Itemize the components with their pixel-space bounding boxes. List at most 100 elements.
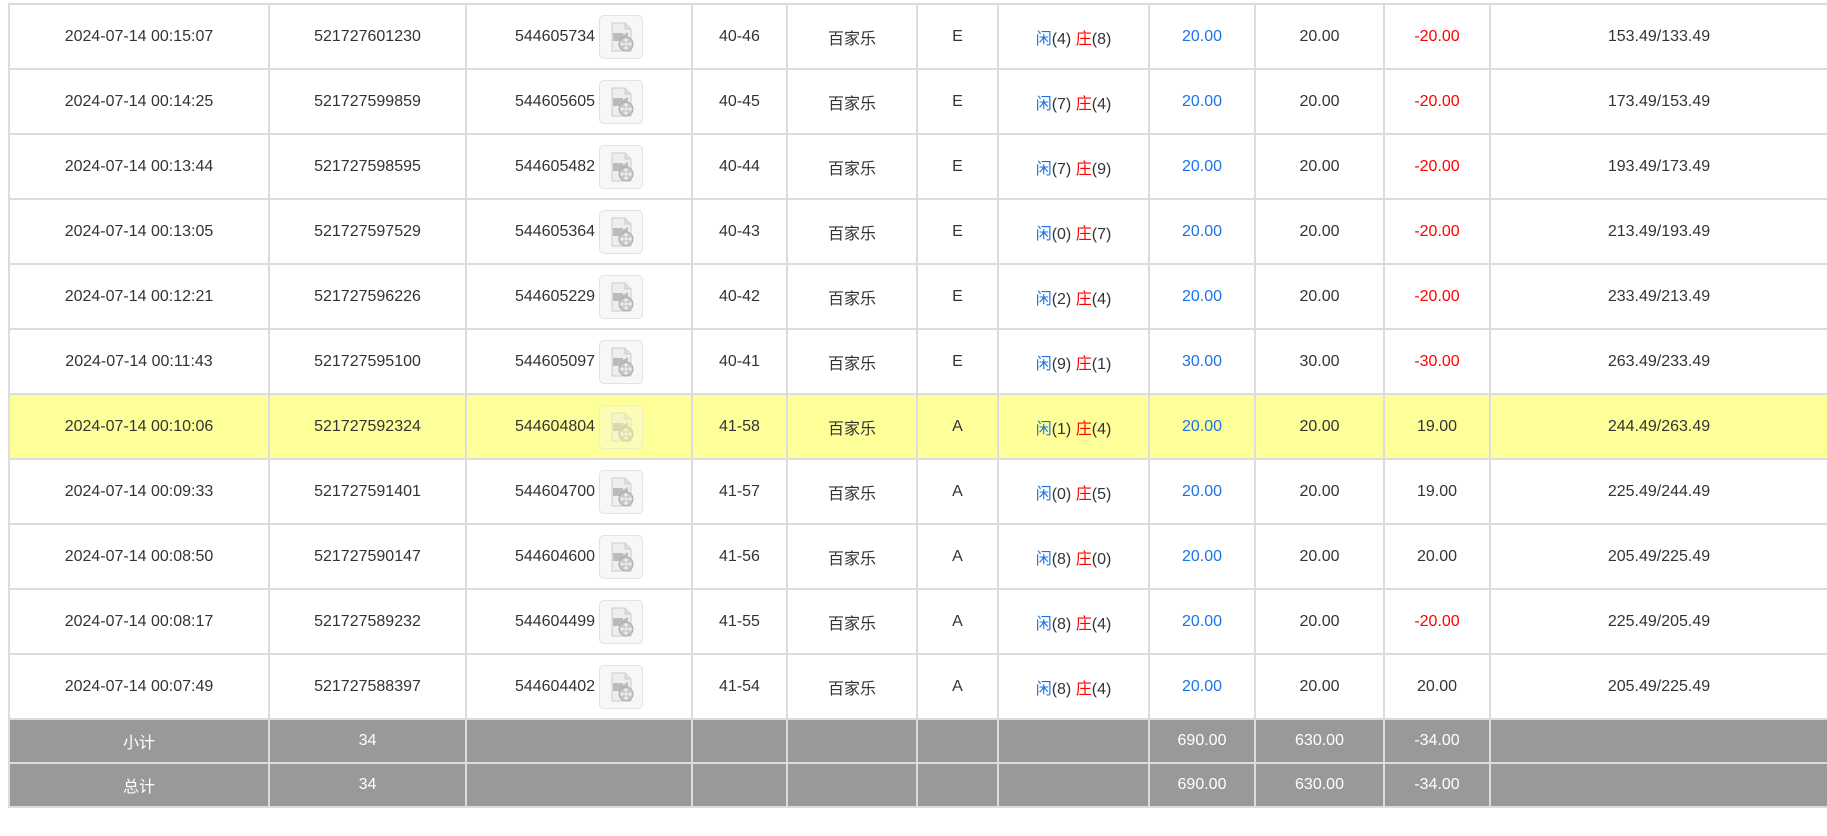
bet-option: A <box>916 458 999 525</box>
video-file-icon[interactable] <box>599 274 644 319</box>
round-cell: 544605097 <box>465 328 693 395</box>
banker-label: 庄 <box>1075 615 1092 633</box>
bet-amount: 20.00 <box>1148 458 1256 525</box>
order-number: 521727597529 <box>268 198 467 265</box>
table-number: 41-55 <box>691 588 788 655</box>
bet-option: A <box>916 653 999 720</box>
table-row: 2024-07-14 00:14:25 521727599859 544605605… <box>8 68 1827 135</box>
bet-option: A <box>916 588 999 655</box>
round-cell: 544604600 <box>465 523 693 590</box>
table-number: 41-57 <box>691 458 788 525</box>
round-cell: 544605364 <box>465 198 693 265</box>
player-label: 闲 <box>1035 290 1052 308</box>
player-label: 闲 <box>1035 680 1052 698</box>
footer-valid: 630.00 <box>1254 762 1385 808</box>
subtotal-row: 小计 34 690.00 630.00 -34.00 <box>8 718 1827 764</box>
bet-time: 2024-07-14 00:13:05 <box>8 198 270 265</box>
bet-time: 2024-07-14 00:11:43 <box>8 328 270 395</box>
banker-points: (0) <box>1091 550 1112 568</box>
order-number: 521727589232 <box>268 588 467 655</box>
result-cell: 闲(8) 庄(4) <box>997 653 1150 720</box>
video-file-icon[interactable] <box>599 144 644 189</box>
footer-valid: 630.00 <box>1254 718 1385 764</box>
game-type: 百家乐 <box>786 68 918 135</box>
order-number: 521727590147 <box>268 523 467 590</box>
video-file-icon[interactable] <box>599 79 644 124</box>
balance: 153.49/133.49 <box>1489 3 1827 70</box>
order-number: 521727598595 <box>268 133 467 200</box>
round-number: 544604700 <box>514 482 596 500</box>
video-file-icon[interactable] <box>599 14 644 59</box>
result-cell: 闲(0) 庄(5) <box>997 458 1150 525</box>
bet-option: E <box>916 198 999 265</box>
player-points: (8) <box>1051 680 1072 698</box>
valid-amount: 20.00 <box>1254 133 1385 200</box>
game-type: 百家乐 <box>786 263 918 330</box>
bet-time: 2024-07-14 00:10:06 <box>8 393 270 460</box>
round-number: 544604804 <box>514 417 596 435</box>
video-file-icon[interactable] <box>599 599 644 644</box>
game-type: 百家乐 <box>786 653 918 720</box>
banker-label: 庄 <box>1075 290 1092 308</box>
balance: 225.49/205.49 <box>1489 588 1827 655</box>
result-cell: 闲(7) 庄(9) <box>997 133 1150 200</box>
valid-amount: 20.00 <box>1254 523 1385 590</box>
footer-count: 34 <box>268 762 467 808</box>
banker-label: 庄 <box>1075 160 1092 178</box>
bet-time: 2024-07-14 00:13:44 <box>8 133 270 200</box>
valid-amount: 20.00 <box>1254 263 1385 330</box>
round-number: 544605482 <box>514 157 596 175</box>
order-number: 521727596226 <box>268 263 467 330</box>
banker-label: 庄 <box>1075 95 1092 113</box>
table-row: 2024-07-14 00:07:49 521727588397 544604402… <box>8 653 1827 720</box>
game-type: 百家乐 <box>786 328 918 395</box>
valid-amount: 20.00 <box>1254 68 1385 135</box>
round-number: 544605364 <box>514 222 596 240</box>
table-row: 2024-07-14 00:08:17 521727589232 544604499… <box>8 588 1827 655</box>
round-number: 544604402 <box>514 677 596 695</box>
valid-amount: 20.00 <box>1254 3 1385 70</box>
banker-points: (4) <box>1091 95 1112 113</box>
round-cell: 544605482 <box>465 133 693 200</box>
valid-amount: 20.00 <box>1254 588 1385 655</box>
bet-amount: 20.00 <box>1148 653 1256 720</box>
order-number: 521727592324 <box>268 393 467 460</box>
balance: 213.49/193.49 <box>1489 198 1827 265</box>
footer-win-loss: -34.00 <box>1383 718 1491 764</box>
balance: 233.49/213.49 <box>1489 263 1827 330</box>
bet-amount: 30.00 <box>1148 328 1256 395</box>
banker-label: 庄 <box>1075 355 1092 373</box>
result-cell: 闲(1) 庄(4) <box>997 393 1150 460</box>
result-cell: 闲(9) 庄(1) <box>997 328 1150 395</box>
player-label: 闲 <box>1035 485 1052 503</box>
bet-option: E <box>916 68 999 135</box>
table-row: 2024-07-14 00:10:06 521727592324 544604804… <box>8 393 1827 460</box>
footer-label: 总计 <box>8 762 270 808</box>
video-file-icon[interactable] <box>599 664 644 709</box>
video-file-icon[interactable] <box>599 469 644 514</box>
video-file-icon[interactable] <box>599 534 644 579</box>
banker-label: 庄 <box>1075 680 1092 698</box>
player-points: (7) <box>1051 95 1072 113</box>
table-number: 40-44 <box>691 133 788 200</box>
player-points: (8) <box>1051 615 1072 633</box>
round-cell: 544605229 <box>465 263 693 330</box>
video-file-icon[interactable] <box>599 404 644 449</box>
win-loss: -20.00 <box>1383 68 1491 135</box>
video-file-icon[interactable] <box>599 339 644 384</box>
video-file-icon[interactable] <box>599 209 644 254</box>
table-number: 40-43 <box>691 198 788 265</box>
round-number: 544605097 <box>514 352 596 370</box>
footer-count: 34 <box>268 718 467 764</box>
player-points: (4) <box>1051 30 1072 48</box>
player-label: 闲 <box>1035 355 1052 373</box>
balance: 173.49/153.49 <box>1489 68 1827 135</box>
bet-time: 2024-07-14 00:08:50 <box>8 523 270 590</box>
order-number: 521727591401 <box>268 458 467 525</box>
table-number: 40-41 <box>691 328 788 395</box>
round-cell: 544605605 <box>465 68 693 135</box>
bet-time: 2024-07-14 00:07:49 <box>8 653 270 720</box>
result-cell: 闲(0) 庄(7) <box>997 198 1150 265</box>
game-type: 百家乐 <box>786 458 918 525</box>
valid-amount: 20.00 <box>1254 458 1385 525</box>
